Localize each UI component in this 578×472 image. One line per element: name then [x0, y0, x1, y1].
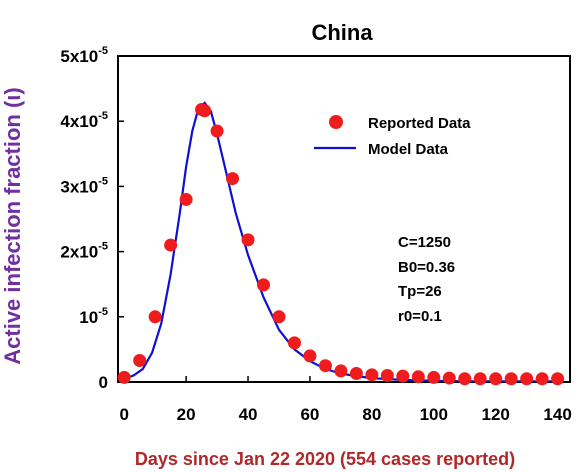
reported-data-point	[133, 353, 147, 367]
reported-data-point	[117, 370, 131, 384]
x-tick-label: 20	[177, 405, 196, 424]
reported-data-point	[427, 370, 441, 384]
reported-data-point	[489, 372, 503, 386]
reported-data-point	[411, 370, 425, 384]
param-b0: B0=0.36	[398, 259, 455, 276]
reported-data-point	[504, 372, 518, 386]
legend-model-label: Model Data	[368, 141, 449, 158]
reported-data-point	[148, 310, 162, 324]
y-tick-label: 4x10-5	[60, 110, 108, 131]
reported-data-point	[241, 233, 255, 247]
y-tick-base: 2x10	[60, 243, 98, 262]
y-axis-label: Active infection fraction (ι)	[0, 87, 25, 364]
y-tick-exponent: -5	[98, 306, 108, 318]
param-tp: Tp=26	[398, 283, 442, 300]
reported-data-point	[303, 349, 317, 363]
chart-title: China	[311, 20, 373, 45]
legend-reported-label: Reported Data	[368, 115, 471, 132]
x-axis-label: Days since Jan 22 2020 (554 cases report…	[135, 449, 515, 469]
param-r0: r0=0.1	[398, 308, 442, 325]
y-tick-exponent: -5	[98, 45, 108, 57]
reported-data-point	[442, 371, 456, 385]
reported-data-point	[287, 336, 301, 350]
plot-area-frame	[117, 55, 571, 383]
y-tick-base: 5x10	[60, 47, 98, 66]
x-tick-label: 80	[362, 405, 381, 424]
reported-data-point	[334, 364, 348, 378]
reported-data-point	[458, 372, 472, 386]
reported-data-point	[198, 104, 212, 118]
y-tick-exponent: -5	[98, 241, 108, 253]
reported-data-points	[117, 102, 565, 386]
x-tick-label: 120	[482, 405, 510, 424]
reported-data-point	[272, 310, 286, 324]
y-tick-label: 0	[99, 373, 108, 392]
reported-data-point	[318, 359, 332, 373]
reported-data-point	[257, 278, 271, 292]
reported-data-point	[226, 172, 240, 186]
y-tick-label: 5x10-5	[60, 45, 108, 66]
y-tick-base: 4x10	[60, 112, 98, 131]
y-tick-label: 10-5	[79, 306, 108, 327]
reported-data-point	[535, 372, 549, 386]
y-tick-label: 2x10-5	[60, 241, 108, 262]
model-parameters: C=1250 B0=0.36 Tp=26 r0=0.1	[398, 234, 455, 325]
reported-data-point	[164, 238, 178, 252]
x-tick-label: 140	[543, 405, 571, 424]
x-tick-label: 100	[420, 405, 448, 424]
y-tick-base: 10	[79, 308, 98, 327]
x-tick-label: 60	[300, 405, 319, 424]
reported-data-point	[179, 192, 193, 206]
legend-reported-marker	[329, 115, 343, 129]
y-tick-label: 3x10-5	[60, 175, 108, 196]
reported-data-point	[380, 368, 394, 382]
reported-data-point	[551, 372, 565, 386]
param-c: C=1250	[398, 234, 451, 251]
x-tick-label: 0	[119, 405, 128, 424]
reported-data-point	[473, 372, 487, 386]
y-tick-base: 3x10	[60, 177, 98, 196]
x-tick-label: 40	[239, 405, 258, 424]
reported-data-point	[210, 124, 224, 138]
x-axis: 0 20 40 60 80 100 120 140	[119, 376, 572, 424]
reported-data-point	[349, 367, 363, 381]
reported-data-point	[365, 368, 379, 382]
model-data-line	[123, 101, 558, 383]
legend: Reported Data Model Data	[314, 115, 471, 158]
y-tick-exponent: -5	[98, 110, 108, 122]
reported-data-point	[520, 372, 534, 386]
y-tick-base: 0	[99, 373, 108, 392]
reported-data-point	[396, 369, 410, 383]
y-tick-exponent: -5	[98, 175, 108, 187]
